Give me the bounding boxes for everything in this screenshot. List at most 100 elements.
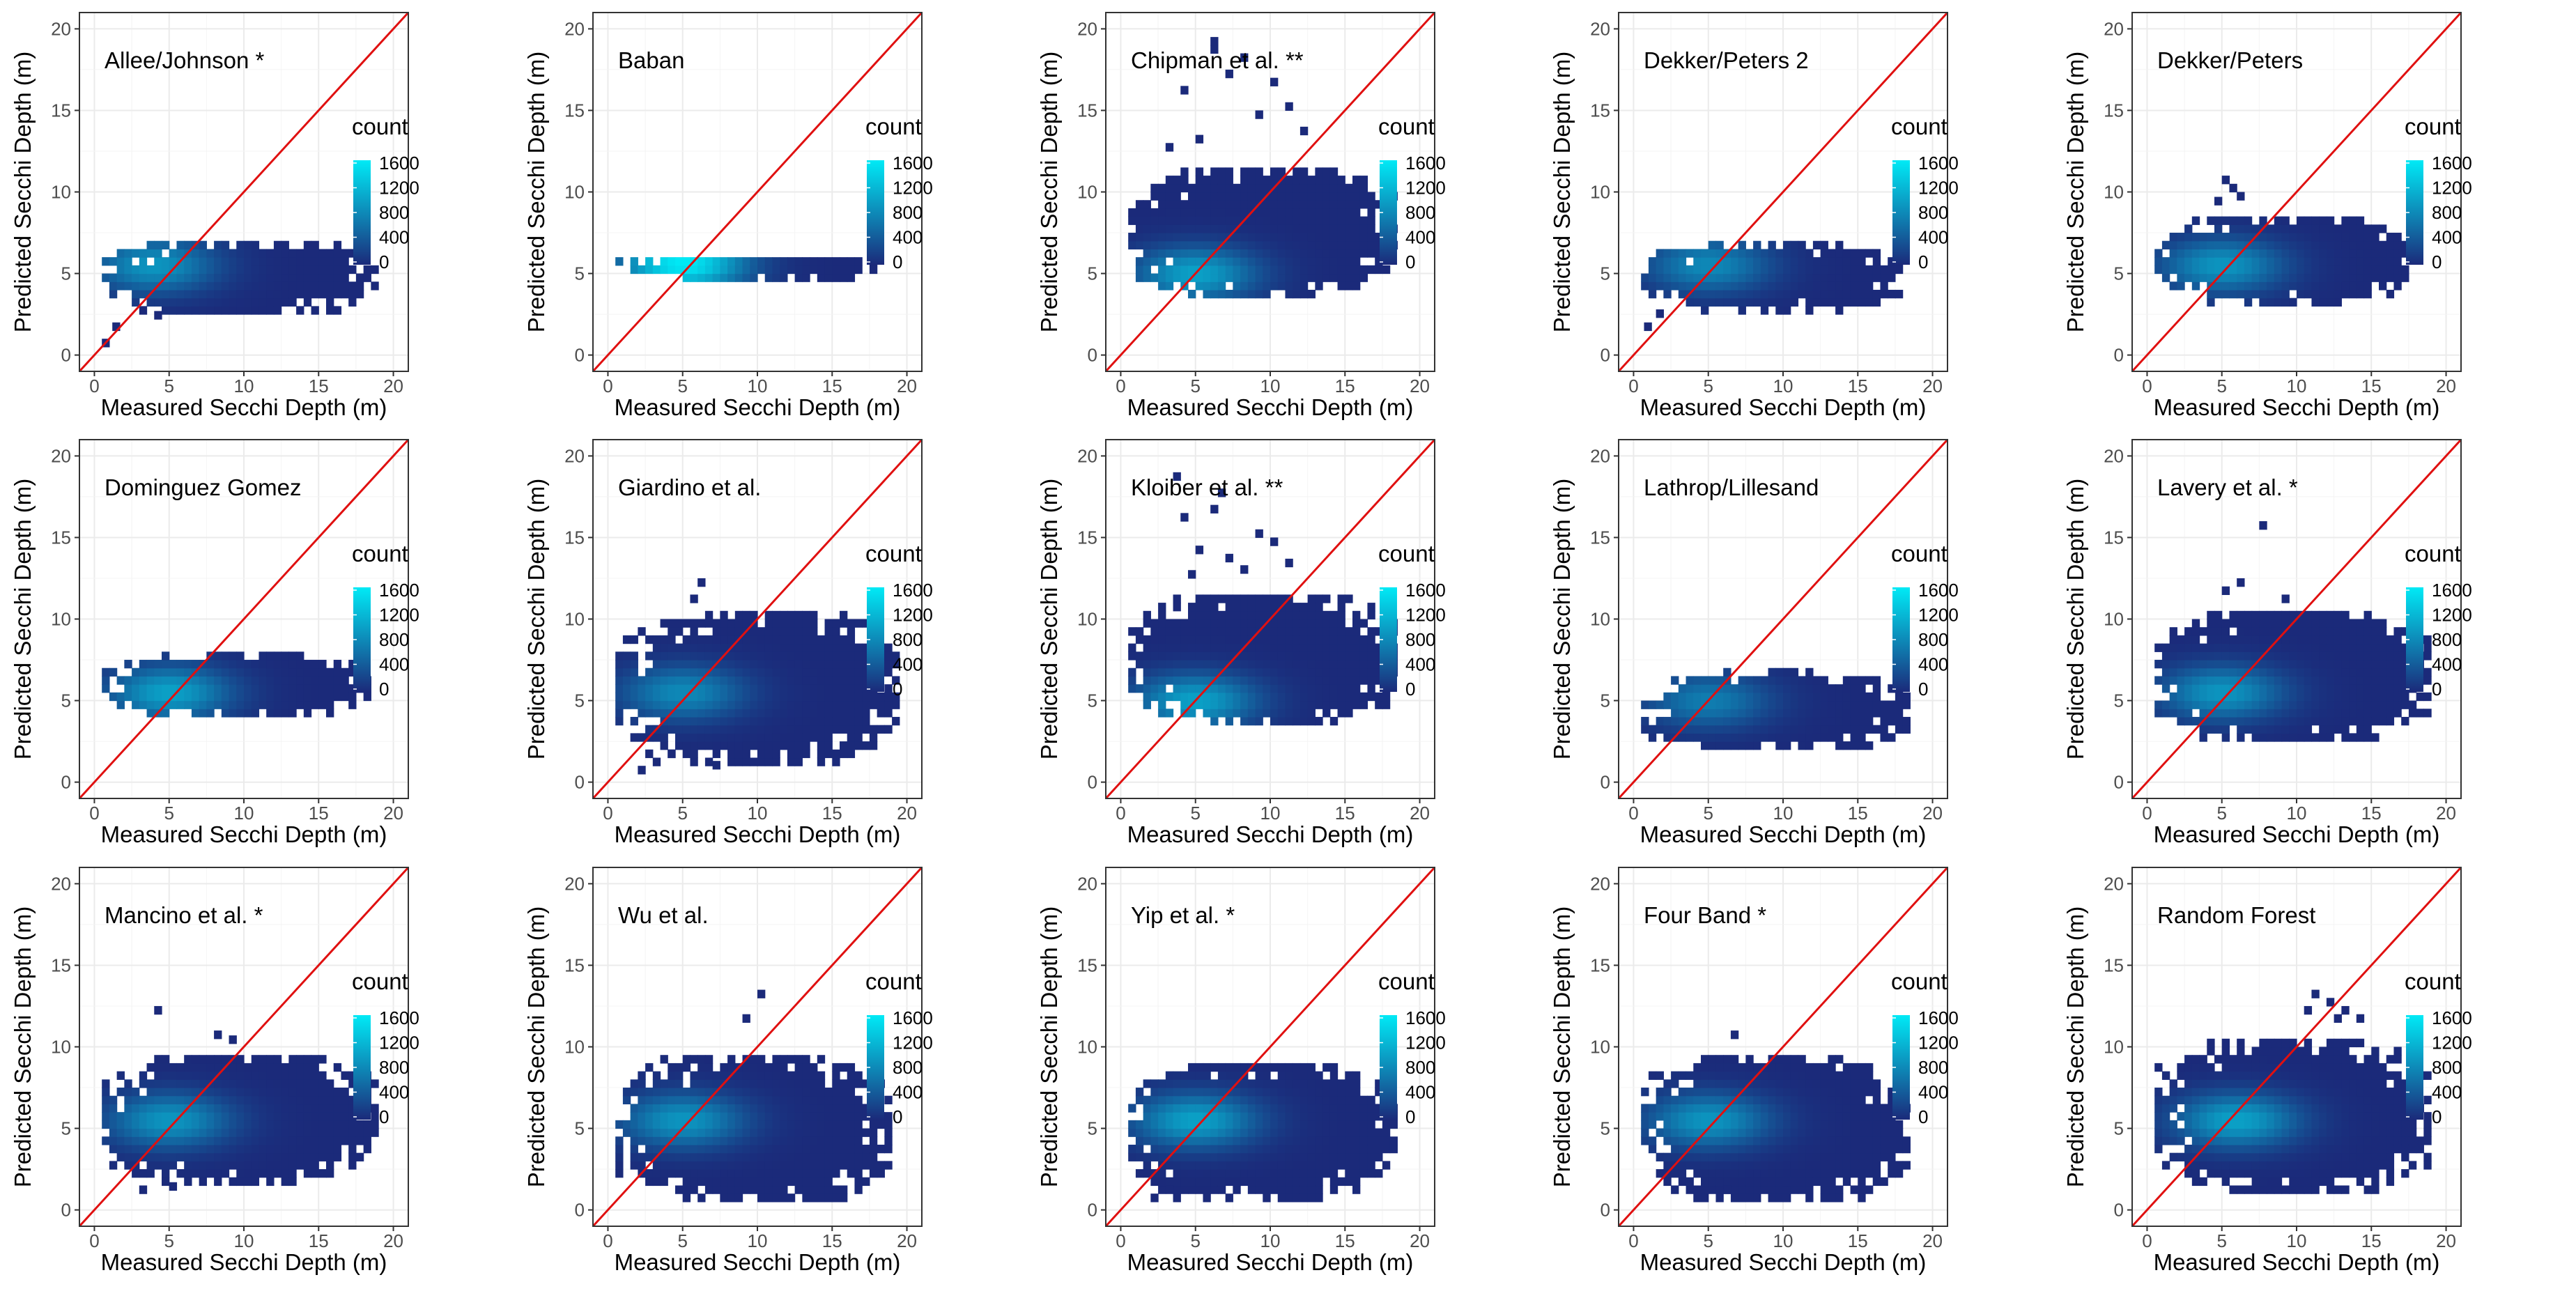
- heatmap-cell: [1783, 273, 1791, 282]
- heatmap-cell: [1277, 667, 1286, 677]
- heatmap-cell: [660, 1095, 668, 1105]
- heatmap-cell: [1307, 233, 1316, 242]
- heatmap-cell: [1359, 183, 1368, 193]
- heatmap-cell: [2237, 627, 2245, 636]
- heatmap-cell: [2304, 643, 2313, 652]
- heatmap-cell: [1233, 635, 1241, 644]
- heatmap-cell: [259, 1088, 267, 1097]
- heatmap-cell: [2311, 733, 2320, 742]
- heatmap-cell: [109, 289, 118, 299]
- heatmap-cell: [1359, 249, 1368, 258]
- heatmap-cell: [221, 1120, 230, 1129]
- heatmap-cell: [1195, 594, 1204, 603]
- heatmap-cell: [2237, 725, 2245, 734]
- heatmap-cell: [2251, 716, 2260, 726]
- heatmap-cell: [1195, 208, 1204, 217]
- heatmap-cell: [259, 1055, 267, 1064]
- heatmap-cell: [191, 306, 200, 315]
- x-axis-title: Measured Secchi Depth (m): [1127, 821, 1414, 847]
- heatmap-cell: [2244, 216, 2253, 225]
- heatmap-cell: [2244, 289, 2253, 299]
- heatmap-cell: [2177, 240, 2185, 250]
- heatmap-cell: [622, 1095, 631, 1105]
- heatmap-cell: [288, 676, 297, 685]
- heatmap-cell: [303, 1161, 312, 1170]
- heatmap-cell: [652, 651, 661, 660]
- heatmap-cell: [1293, 716, 1301, 726]
- heatmap-cell: [1865, 725, 1874, 734]
- heatmap-cell: [630, 676, 638, 685]
- heatmap-cell: [1352, 619, 1361, 628]
- heatmap-cell: [734, 1120, 743, 1129]
- heatmap-cell: [1375, 651, 1383, 660]
- heatmap-cell: [303, 265, 312, 275]
- x-tick-label: 10: [1260, 803, 1281, 824]
- heatmap-cell: [1850, 281, 1858, 291]
- heatmap-cell: [2326, 627, 2335, 636]
- heatmap-cell: [1270, 627, 1279, 636]
- heatmap-cell: [1842, 273, 1851, 282]
- heatmap-cell: [1285, 692, 1293, 702]
- heatmap-cell: [1210, 240, 1219, 250]
- heatmap-cell: [622, 684, 631, 693]
- heatmap-cell: [221, 1071, 230, 1080]
- heatmap-cell: [712, 1071, 720, 1080]
- heatmap-cell: [2356, 224, 2365, 233]
- heatmap-cell: [1678, 257, 1687, 266]
- heatmap-cell: [1233, 684, 1241, 693]
- heatmap-cell: [1805, 281, 1814, 291]
- heatmap-cell: [682, 1112, 691, 1121]
- heatmap-cell: [675, 1120, 684, 1129]
- heatmap-cell: [348, 298, 357, 307]
- heatmap-cell: [296, 700, 304, 709]
- heatmap-cell: [139, 281, 148, 291]
- heatmap-cell: [1775, 709, 1784, 718]
- heatmap-cell: [2311, 257, 2320, 266]
- heatmap-cell: [229, 1144, 237, 1154]
- heatmap-cell: [615, 684, 624, 693]
- heatmap-cell: [772, 733, 780, 742]
- heatmap-cell: [622, 700, 631, 709]
- heatmap-cell: [697, 1177, 706, 1187]
- heatmap-cell: [1790, 676, 1799, 685]
- heatmap-cell: [645, 1088, 654, 1097]
- heatmap-cell: [1210, 281, 1219, 291]
- heatmap-cell: [162, 1095, 170, 1105]
- heatmap-cell: [2379, 651, 2387, 660]
- y-tick-label: 10: [1590, 182, 1610, 203]
- heatmap-cell: [2251, 619, 2260, 628]
- heatmap-cell: [1210, 224, 1219, 233]
- heatmap-cell: [1263, 594, 1271, 603]
- heatmap-cell: [1143, 257, 1151, 266]
- heatmap-cell: [1745, 298, 1754, 307]
- heatmap-cell: [1738, 676, 1746, 685]
- heatmap-cell: [1359, 692, 1368, 702]
- heatmap-cell: [326, 298, 334, 307]
- heatmap-cell: [1337, 643, 1345, 652]
- heatmap-cell: [2259, 667, 2267, 677]
- heatmap-cell: [1173, 240, 1181, 250]
- heatmap-cell: [2237, 692, 2245, 702]
- heatmap-cell: [794, 1079, 803, 1088]
- heatmap-cell: [2304, 224, 2313, 233]
- heatmap-cell: [236, 684, 245, 693]
- heatmap-cell: [2371, 684, 2380, 693]
- heatmap-cell: [1648, 257, 1657, 266]
- heatmap-cell: [162, 1104, 170, 1113]
- heatmap-cell: [1277, 200, 1286, 209]
- heatmap-cell: [2311, 233, 2320, 242]
- heatmap-cell: [146, 281, 155, 291]
- heatmap-cell: [734, 684, 743, 693]
- heatmap-cell: [824, 1088, 833, 1097]
- heatmap-cell: [1210, 643, 1219, 652]
- heatmap-cell: [2363, 265, 2372, 275]
- heatmap-cell: [757, 716, 766, 726]
- heatmap-cell: [2191, 716, 2200, 726]
- heatmap-cell: [221, 1136, 230, 1145]
- heatmap-cell: [2356, 281, 2365, 291]
- heatmap-cell: [1768, 289, 1776, 299]
- heatmap-cell: [772, 1128, 780, 1137]
- heatmap-cell: [2371, 635, 2380, 644]
- heatmap-cell: [311, 1169, 319, 1178]
